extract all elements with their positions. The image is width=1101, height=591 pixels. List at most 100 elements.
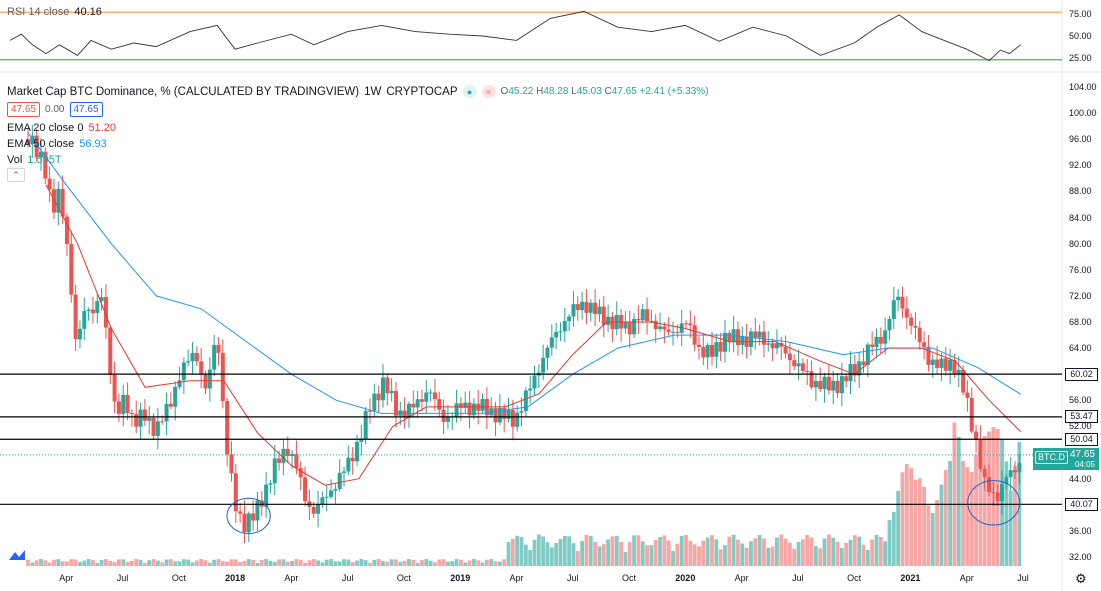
volume-bar: [606, 539, 610, 566]
volume-bar: [272, 562, 277, 566]
volume-bar: [623, 552, 628, 566]
volume-bar: [788, 542, 792, 566]
settings-gear-icon[interactable]: ⚙: [1075, 571, 1087, 586]
volume-bar: [887, 520, 892, 566]
price-tick-label: 92.00: [1069, 160, 1092, 171]
candle-body: [653, 320, 658, 330]
volume-bar: [407, 559, 411, 566]
volume-bar: [523, 544, 528, 566]
ema50-legend[interactable]: EMA 50 close 56.93: [7, 138, 107, 150]
tradingview-logo-icon[interactable]: [7, 548, 27, 562]
candle-body: [593, 302, 598, 315]
volume-bar: [697, 546, 701, 566]
visibility-dot-icon[interactable]: ●: [462, 85, 477, 98]
candle-body: [883, 330, 888, 344]
candle-body: [355, 441, 360, 462]
candle-body: [818, 380, 823, 390]
vol-legend[interactable]: Vol 1.595T: [7, 154, 62, 166]
candle-body: [108, 327, 113, 375]
volume-bar: [34, 560, 39, 566]
candle-body: [926, 346, 931, 365]
price-tick-label: 84.00: [1069, 212, 1092, 223]
bid-box[interactable]: 47.65: [7, 102, 41, 117]
volume-bar: [541, 536, 546, 566]
candle-body: [298, 468, 303, 478]
horizontal-line-tag[interactable]: 50.04: [1065, 432, 1098, 446]
horizontal-line-tag[interactable]: 60.02: [1065, 367, 1098, 381]
volume-bar: [251, 559, 256, 566]
ema20-legend[interactable]: EMA 20 close 0 51.20: [7, 122, 116, 134]
vol-value: 1.595T: [27, 154, 62, 166]
volume-bar: [969, 472, 974, 566]
volume-bar: [346, 559, 351, 566]
candle-body: [99, 296, 104, 302]
volume-bar: [350, 562, 355, 566]
time-tick-label: Oct: [847, 573, 862, 583]
candle-body: [1008, 470, 1013, 478]
candle-body: [272, 458, 277, 484]
volume-bar: [290, 561, 294, 566]
price-tick-label: 72.00: [1069, 290, 1092, 301]
volume-bar: [359, 559, 364, 566]
volume-bar: [502, 559, 507, 566]
volume-bar: [835, 541, 840, 566]
volume-bar: [961, 460, 965, 566]
volume-bar: [610, 536, 615, 566]
volume-bar: [549, 547, 554, 566]
volume-bar: [891, 511, 896, 566]
volume-bar: [948, 460, 952, 566]
candle-body: [393, 390, 398, 416]
bar-countdown: 04:05: [1074, 459, 1095, 469]
volume-bar: [229, 559, 234, 566]
candle-body: [649, 320, 654, 322]
volume-bar: [736, 539, 740, 566]
rsi-axis-label: 25.00: [1069, 53, 1092, 63]
candle-body: [233, 473, 238, 512]
horizontal-line-tag[interactable]: 53.47: [1065, 410, 1098, 424]
volume-bar: [497, 561, 502, 566]
candle-body: [714, 342, 719, 357]
volume-bar: [454, 559, 459, 566]
candle-body: [831, 380, 836, 391]
candle-body: [545, 347, 550, 358]
price-tick-label: 64.00: [1069, 343, 1092, 354]
volume-bar: [91, 560, 95, 566]
candle-body: [73, 294, 78, 340]
annotation-ellipse: [226, 497, 271, 534]
candle-body: [887, 318, 892, 331]
candle-body: [194, 353, 199, 362]
approx-icon[interactable]: ≈: [481, 85, 496, 98]
ask-box[interactable]: 47.65: [69, 102, 103, 117]
candle-body: [64, 216, 69, 245]
volume-bar: [82, 560, 87, 566]
volume-bar: [255, 562, 260, 566]
candle-body: [796, 363, 801, 367]
candle-body: [939, 358, 944, 368]
candle-body: [549, 337, 554, 348]
candle-body: [575, 304, 580, 311]
candle-body: [900, 296, 905, 309]
volume-bar: [917, 478, 922, 566]
candle-body: [311, 506, 316, 514]
candle-body: [467, 402, 472, 416]
volume-bar: [337, 561, 342, 566]
candle-body: [26, 139, 31, 145]
interval-label[interactable]: 1W: [364, 85, 382, 98]
collapse-chevron-icon[interactable]: ⌃: [7, 168, 25, 182]
candle-body: [805, 370, 810, 372]
symbol-title[interactable]: Market Cap BTC Dominance, % (CALCULATED …: [7, 85, 360, 98]
volume-bar: [723, 545, 727, 566]
volume-bar: [268, 560, 273, 566]
volume-bar: [259, 560, 264, 566]
volume-bar: [710, 535, 714, 566]
candle-body: [406, 403, 411, 418]
candle-body: [761, 331, 766, 345]
candle-body: [995, 492, 1000, 502]
candle-body: [30, 135, 35, 145]
volume-bar: [861, 544, 866, 566]
horizontal-line-tag[interactable]: 40.07: [1065, 497, 1098, 511]
volume-bar: [329, 559, 333, 566]
candle-body: [38, 151, 43, 158]
volume-bar: [775, 537, 779, 566]
